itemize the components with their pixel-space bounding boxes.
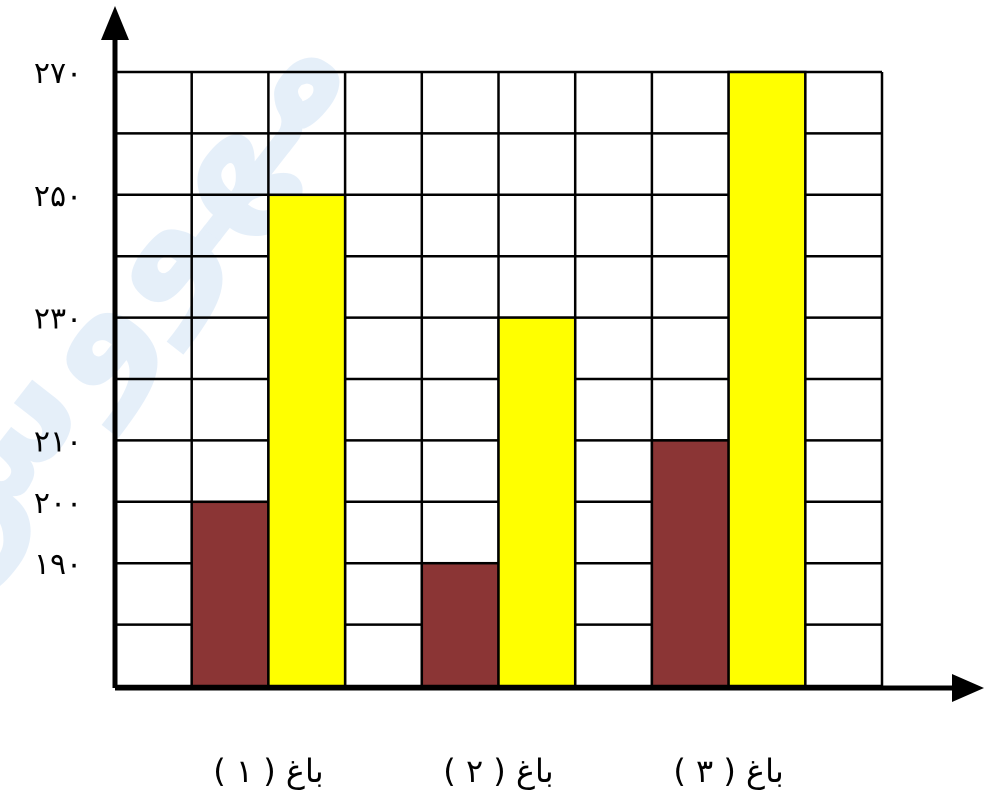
axes (101, 6, 984, 702)
category-label: باغ ( ۲ ) (443, 752, 553, 790)
bar-3-series-2 (727, 70, 807, 688)
category-label: باغ ( ۱ ) (213, 752, 323, 790)
y-tick-label: ۲۳۰ (34, 302, 82, 337)
y-tick-label: ۱۹۰ (34, 547, 82, 582)
bars (190, 70, 807, 688)
bar-1-series-2 (267, 193, 347, 688)
bar-3-series-1 (650, 439, 730, 688)
y-tick-label: ۲۵۰ (34, 179, 82, 214)
x-axis-arrow-icon (952, 674, 984, 702)
bar-2-series-1 (420, 561, 500, 688)
bar-2-series-2 (497, 316, 577, 688)
category-label: باغ ( ۳ ) (673, 752, 783, 790)
y-tick-labels: ۲۷۰ ۲۵۰ ۲۳۰ ۲۱۰ ۲۰۰ ۱۹۰ (34, 56, 82, 582)
bar-1-series-1 (190, 500, 270, 688)
y-axis-arrow-icon (101, 6, 129, 40)
y-tick-label: ۲۰۰ (34, 486, 82, 521)
y-tick-label: ۲۱۰ (34, 424, 82, 459)
y-tick-label: ۲۷۰ (34, 56, 82, 91)
category-labels: باغ ( ۱ ) باغ ( ۲ ) باغ ( ۳ ) (213, 752, 784, 790)
